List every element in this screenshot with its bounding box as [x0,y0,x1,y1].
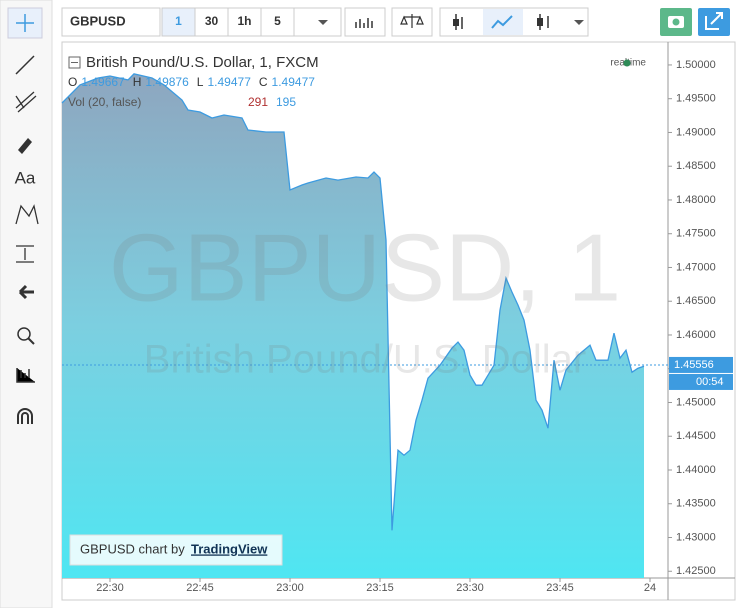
x-tick-label: 22:30 [96,582,124,594]
left-toolbar: Aa [0,0,53,608]
watermark-subtitle: British Pound/U.S. Dollar [144,338,586,382]
y-tick-label: 1.46000 [676,329,716,341]
area-icon [491,15,513,29]
status-dot [623,59,631,67]
y-tick-label: 1.47000 [676,261,716,273]
y-tick-label: 1.46500 [676,295,716,307]
y-tick-label: 1.44500 [676,430,716,442]
crosshair-icon [16,14,34,32]
style-dropdown[interactable] [574,20,584,25]
magnet-tool[interactable] [17,408,33,424]
interval-label[interactable]: 5 [274,14,281,28]
x-tick-label: 23:45 [546,582,574,594]
brush-tool[interactable] [18,138,32,154]
measure-tool[interactable] [16,245,34,263]
countdown-label: 00:54 [696,376,724,388]
attribution-link[interactable]: TradingView [191,541,268,556]
pattern-tool[interactable] [15,204,39,225]
candle-body [537,18,543,26]
interval-label[interactable]: 1 [175,14,182,28]
attribution-text: GBPUSD chart by [80,541,185,556]
watermark: GBPUSD, 1 [109,214,621,321]
area-fill [62,73,644,579]
x-tick-label: 23:00 [276,582,304,594]
interval-button[interactable] [260,7,295,37]
y-tick-label: 1.42500 [676,565,716,577]
y-tick-label: 1.48000 [676,194,716,206]
top-toolbar: GBPUSD 1 30 1h 5 [61,7,730,37]
ohlc-label: H [133,75,142,89]
interval-button[interactable] [161,7,196,37]
left-toolbar-bg [0,0,53,608]
hide-toolbar[interactable] [18,284,34,300]
last-price-label: 1.45556 [674,359,714,371]
zoom-handle [27,337,35,345]
x-tick-label: 22:45 [186,582,214,594]
fib-tool[interactable] [15,91,37,113]
y-tick-label: 1.45000 [676,396,716,408]
last-price-tag [669,356,733,373]
y-tick-label: 1.47500 [676,228,716,240]
y-tick-label: 1.44000 [676,464,716,476]
attribution-box [69,534,283,566]
ohlc-label: O [68,75,77,89]
interval-label[interactable]: 30 [205,14,219,28]
ohlc-value: 1.49477 [207,75,251,89]
ohlc-value: 1.49876 [145,75,189,89]
symbol: GBPUSD [70,13,126,28]
interval-label[interactable]: 1h [237,14,251,28]
indicators-button[interactable] [344,7,386,37]
volume-label: Vol (20, false) [68,95,141,109]
countdown-tag [669,373,733,390]
camera-lens [672,18,680,26]
ohlc-value: 1.49667 [81,75,125,89]
x-tick-label: 23:30 [456,582,484,594]
symbol-box[interactable] [61,7,161,37]
chart-title: British Pound/U.S. Dollar, 1, FXCM [86,54,319,71]
popout-icon [705,12,723,30]
compare-icon [400,14,424,28]
x-tick-label: 23:15 [366,582,394,594]
area-style-active[interactable] [483,9,523,35]
candle-icon [453,19,459,26]
text-tool[interactable]: Aa [15,168,36,187]
zoom-tool[interactable] [17,327,31,341]
volume-value: 291 [248,95,268,109]
interval-button[interactable] [227,7,262,37]
interval-dropdown[interactable] [293,7,342,37]
plot [61,73,668,579]
ohlc-value: 1.49477 [272,75,316,89]
y-tick-label: 1.43500 [676,498,716,510]
ohlc-label: L [197,75,204,89]
y-tick-label: 1.48500 [676,160,716,172]
indicators-icon [355,18,373,28]
y-tick-label: 1.49000 [676,126,716,138]
y-tick-label: 1.49500 [676,93,716,105]
y-tick-label: 1.50000 [676,59,716,71]
volume-value: 195 [276,95,296,109]
ohlc-label: C [259,75,268,89]
x-tick-label: 24 [644,582,656,594]
y-tick-label: 1.43000 [676,531,716,543]
price-line [61,73,645,531]
dropdown-arrow[interactable] [318,20,328,25]
interval-button[interactable] [194,7,229,37]
trendline-tool[interactable] [15,55,35,75]
measure-bars-tool[interactable] [16,368,35,383]
